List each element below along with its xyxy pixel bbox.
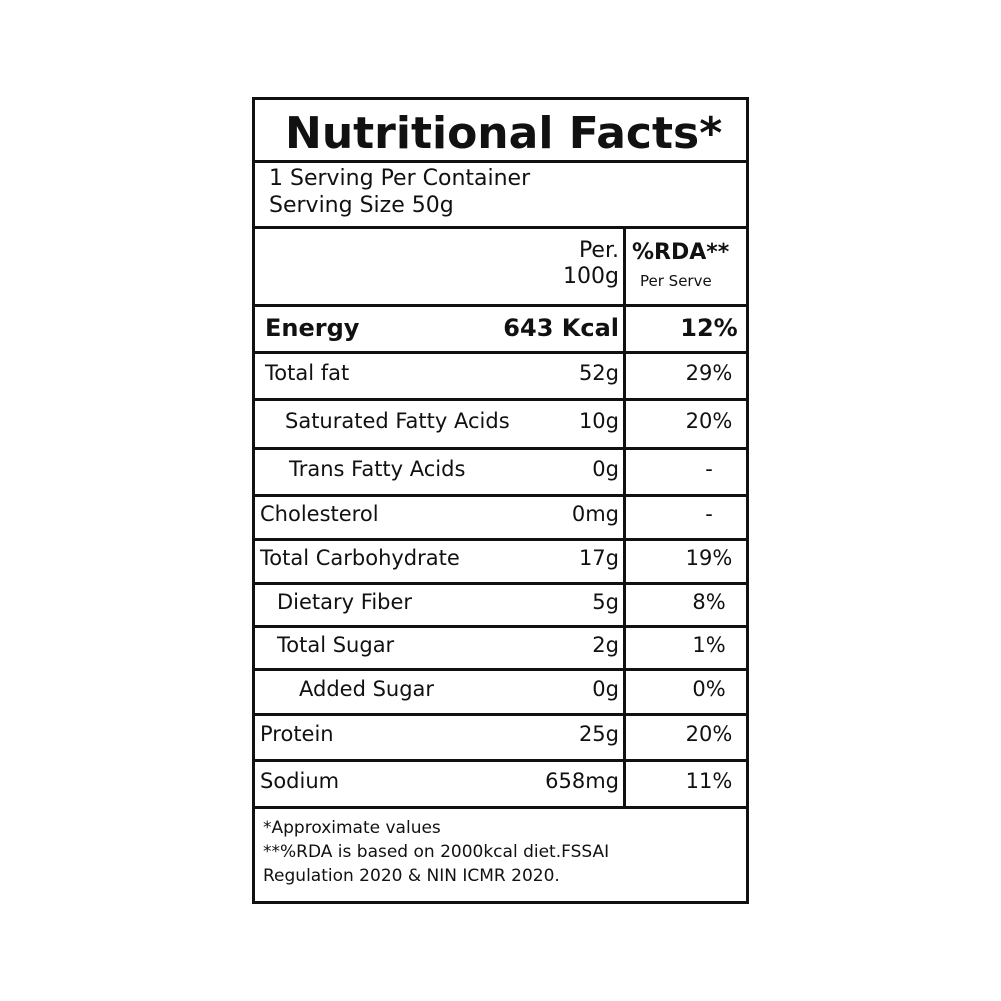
nutrient-name: Total Carbohydrate	[260, 546, 460, 570]
divider	[255, 160, 746, 163]
nutrient-rda: 20%	[685, 408, 733, 433]
divider	[255, 759, 746, 762]
divider	[255, 713, 746, 716]
divider	[255, 806, 746, 809]
column-divider	[623, 226, 626, 806]
divider	[255, 351, 746, 354]
nutrient-name: Dietary Fiber	[277, 589, 413, 614]
nutrient-amount: 0g	[592, 676, 619, 701]
divider	[255, 398, 746, 401]
nutrient-amount: 2g	[592, 632, 619, 657]
serving-line: 1 Serving Per Container	[269, 166, 531, 191]
divider	[255, 226, 746, 229]
header-rda-sub: Per Serve	[640, 272, 712, 290]
nutrient-amount: 5g	[592, 589, 619, 614]
header-rda: %RDA**	[632, 240, 730, 265]
nutrient-rda: 11%	[685, 768, 733, 793]
nutrient-name: Protein	[260, 722, 334, 746]
nutrient-rda: -	[705, 456, 713, 481]
nutrient-amount: 17g	[578, 546, 619, 570]
nutrition-label: Nutritional Facts* 1 Serving Per Contain…	[252, 97, 749, 904]
nutrient-name: Energy	[265, 313, 360, 342]
nutrient-name: Total fat	[265, 360, 350, 385]
nutrient-rda: 20%	[685, 722, 733, 746]
nutrient-name: Trans Fatty Acids	[289, 456, 466, 481]
nutrient-rda: 12%	[680, 313, 738, 342]
divider	[255, 625, 746, 628]
title: Nutritional Facts*	[285, 108, 723, 159]
header-per: 100g	[563, 264, 619, 289]
divider	[255, 582, 746, 585]
nutrient-name: Saturated Fatty Acids	[285, 408, 510, 433]
footnote: *Approximate values	[263, 818, 441, 838]
nutrient-rda: -	[705, 502, 713, 526]
footnote: **%RDA is based on 2000kcal diet.FSSAI	[263, 842, 610, 862]
divider	[255, 494, 746, 497]
nutrient-rda: 19%	[685, 546, 733, 570]
nutrient-rda: 0%	[692, 676, 726, 701]
divider	[255, 447, 746, 450]
nutrient-name: Total Sugar	[277, 632, 395, 657]
nutrient-amount: 643 Kcal	[503, 313, 619, 342]
nutrient-amount: 658mg	[545, 768, 619, 793]
divider	[255, 538, 746, 541]
nutrient-amount: 25g	[578, 722, 619, 746]
divider	[255, 304, 746, 307]
nutrient-rda: 29%	[685, 360, 733, 385]
serving-line: Serving Size 50g	[269, 193, 454, 218]
nutrient-amount: 0g	[592, 456, 619, 481]
divider	[255, 668, 746, 671]
nutrient-name: Sodium	[260, 768, 340, 793]
nutrient-name: Added Sugar	[299, 676, 435, 701]
nutrient-rda: 8%	[692, 589, 726, 614]
nutrient-name: Cholesterol	[260, 502, 379, 526]
nutrient-amount: 0mg	[571, 502, 619, 526]
header-per: Per.	[578, 238, 619, 263]
nutrient-amount: 10g	[578, 408, 619, 433]
nutrient-amount: 52g	[578, 360, 619, 385]
nutrient-rda: 1%	[692, 632, 726, 657]
footnote: Regulation 2020 & NIN ICMR 2020.	[263, 866, 560, 886]
